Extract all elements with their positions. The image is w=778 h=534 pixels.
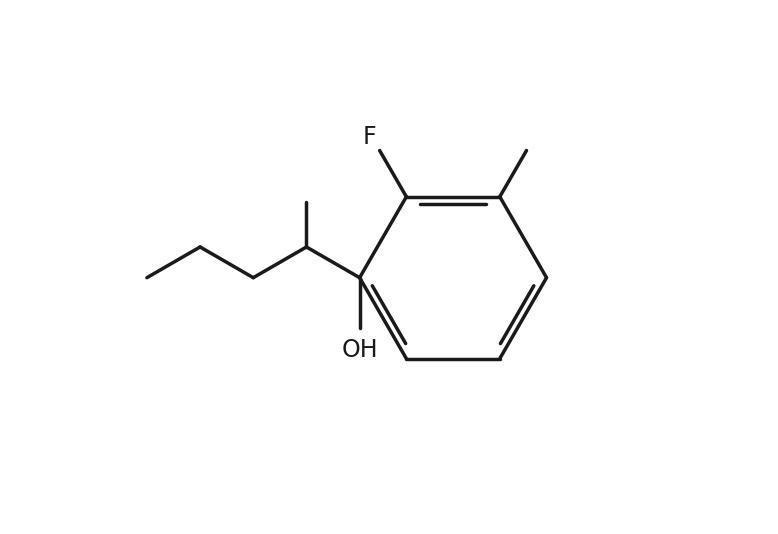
Text: F: F xyxy=(363,125,376,149)
Text: OH: OH xyxy=(342,338,378,362)
